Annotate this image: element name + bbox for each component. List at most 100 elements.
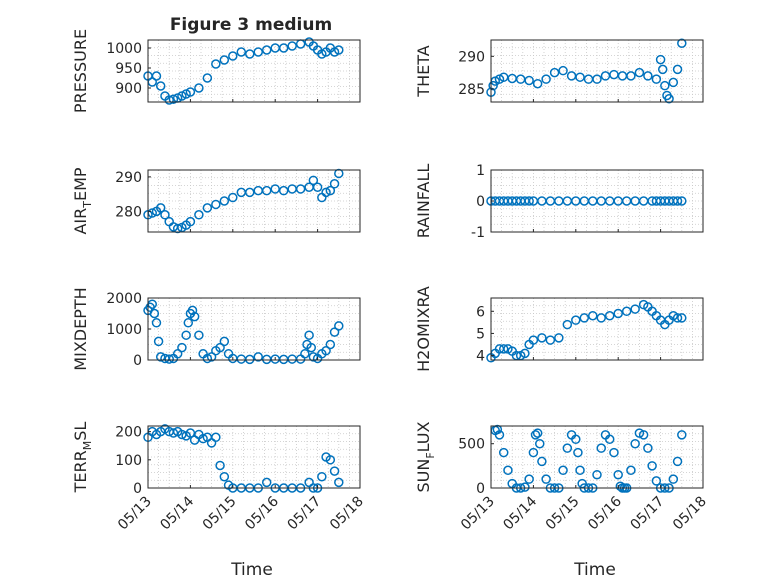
data-point bbox=[545, 335, 556, 345]
subplot-8: 0 500 SUNFLUX 05/13 05/14 05/15 05/16 05/17 05/1… bbox=[414, 421, 710, 533]
x-tick-label: 05/18 bbox=[670, 494, 710, 534]
data-point bbox=[651, 74, 662, 84]
data-point bbox=[334, 168, 344, 179]
data-point bbox=[253, 352, 263, 362]
data-point bbox=[198, 433, 208, 444]
data-point bbox=[189, 311, 200, 322]
data-point bbox=[520, 348, 530, 359]
data-point bbox=[677, 38, 687, 49]
data-point bbox=[219, 55, 230, 65]
data-point bbox=[172, 349, 183, 359]
data-point bbox=[677, 196, 687, 206]
y-tick-label: 290 bbox=[115, 170, 142, 186]
data-point bbox=[219, 196, 230, 206]
data-point bbox=[664, 93, 674, 104]
y-axis-label: TERRMSL bbox=[71, 422, 94, 494]
x-tick-label: 05/16 bbox=[585, 493, 625, 533]
data-point bbox=[168, 94, 179, 104]
data-point bbox=[535, 438, 545, 449]
subplot-7: 0 100 200 TERRMSL 05/13 05/14 05/15 05/16 05/17 0… bbox=[71, 422, 367, 534]
data-point bbox=[596, 196, 606, 206]
data-point bbox=[245, 354, 255, 365]
data-point bbox=[494, 430, 505, 440]
data-point bbox=[189, 435, 200, 445]
x-tick-label: 05/15 bbox=[543, 494, 583, 534]
data-point bbox=[236, 47, 247, 57]
x-axis-label-right: Time bbox=[573, 560, 616, 580]
x-tick-label: 05/14 bbox=[157, 493, 197, 533]
data-point bbox=[261, 477, 272, 488]
data-point bbox=[317, 471, 327, 482]
axes-box bbox=[490, 297, 704, 361]
y-tick-label: 2000 bbox=[106, 291, 142, 307]
data-point bbox=[630, 438, 640, 449]
data-point bbox=[634, 428, 645, 438]
data-point bbox=[261, 185, 272, 196]
data-point bbox=[321, 187, 331, 198]
data-point bbox=[295, 354, 306, 364]
data-point bbox=[317, 192, 327, 203]
data-point bbox=[660, 80, 670, 91]
data-point bbox=[558, 465, 568, 476]
y-axis-label: H2OMIXRA bbox=[414, 286, 433, 372]
data-point bbox=[668, 474, 679, 484]
data-point bbox=[149, 308, 160, 319]
data-point bbox=[596, 313, 606, 323]
data-point bbox=[609, 69, 619, 80]
data-point bbox=[541, 74, 551, 84]
subplot-6: 4 5 6 H2OMIXRA bbox=[414, 286, 704, 372]
data-point bbox=[164, 95, 174, 105]
data-point bbox=[573, 447, 583, 458]
data-point bbox=[308, 175, 319, 186]
data-point bbox=[651, 476, 662, 486]
data-point bbox=[304, 477, 314, 488]
x-tick-label: 05/13 bbox=[115, 494, 155, 534]
data-point bbox=[304, 330, 314, 340]
data-point bbox=[609, 447, 619, 458]
y-tick-label: 0 bbox=[133, 481, 142, 497]
y-tick-label: 5 bbox=[476, 326, 485, 342]
data-point bbox=[270, 184, 280, 194]
data-point bbox=[278, 185, 289, 196]
data-point bbox=[575, 465, 585, 476]
data-point bbox=[181, 330, 191, 340]
y-tick-label: 1000 bbox=[106, 322, 142, 338]
axes-box bbox=[147, 169, 361, 233]
data-point bbox=[503, 465, 513, 476]
data-point bbox=[228, 51, 238, 61]
data-point bbox=[194, 83, 204, 93]
data-point bbox=[604, 310, 615, 321]
data-point bbox=[554, 333, 564, 343]
axes-box bbox=[490, 425, 704, 489]
data-point bbox=[183, 318, 194, 328]
data-point bbox=[498, 447, 509, 458]
y-axis-label: MIXDEPTH bbox=[71, 287, 90, 370]
x-tick-label: 05/17 bbox=[628, 494, 668, 534]
data-point bbox=[558, 65, 568, 76]
data-point bbox=[287, 184, 297, 194]
data-point bbox=[278, 43, 289, 53]
data-point bbox=[592, 74, 602, 84]
data-point bbox=[287, 41, 297, 51]
x-tick-label: 05/17 bbox=[285, 494, 325, 534]
data-point bbox=[185, 87, 196, 97]
data-point bbox=[245, 187, 255, 198]
data-point bbox=[155, 352, 166, 362]
data-point bbox=[634, 67, 645, 78]
x-tick-label: 05/14 bbox=[500, 493, 540, 533]
data-point bbox=[151, 318, 162, 328]
data-point bbox=[329, 179, 340, 189]
data-point bbox=[530, 430, 541, 440]
data-point bbox=[155, 203, 166, 213]
y-axis-label: PRESSURE bbox=[71, 29, 90, 113]
data-point bbox=[541, 474, 551, 484]
data-point bbox=[583, 74, 594, 84]
data-point bbox=[571, 434, 581, 445]
data-point bbox=[562, 319, 573, 330]
data-point bbox=[177, 342, 187, 353]
data-point bbox=[672, 456, 683, 467]
axes-box bbox=[147, 39, 361, 103]
data-point bbox=[592, 469, 602, 480]
data-point bbox=[532, 428, 543, 438]
